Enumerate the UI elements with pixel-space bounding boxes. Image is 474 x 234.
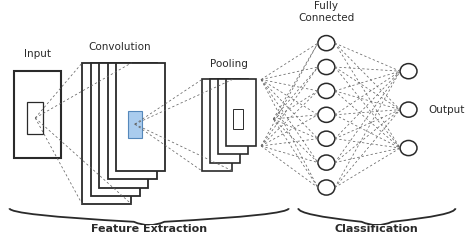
Bar (233, 109, 243, 129)
Ellipse shape (318, 83, 335, 99)
Text: Classification: Classification (335, 224, 419, 234)
Ellipse shape (318, 155, 335, 170)
Bar (82, 63, 131, 204)
Text: Convolution: Convolution (89, 43, 151, 52)
Ellipse shape (400, 140, 417, 156)
Bar (226, 80, 256, 146)
Ellipse shape (318, 131, 335, 146)
Text: Input: Input (24, 49, 51, 59)
Text: Fully
Connected: Fully Connected (298, 1, 355, 23)
Bar (210, 80, 240, 163)
Bar (99, 63, 148, 187)
Ellipse shape (400, 102, 417, 117)
Ellipse shape (318, 36, 335, 51)
Bar (91, 63, 140, 196)
Text: Feature Extraction: Feature Extraction (91, 224, 208, 234)
Bar (14, 71, 61, 158)
Bar (116, 63, 165, 171)
Ellipse shape (318, 59, 335, 75)
Text: Output: Output (428, 105, 465, 115)
Bar (128, 111, 142, 138)
Bar (218, 80, 248, 154)
Bar (202, 80, 232, 171)
Text: Pooling: Pooling (210, 59, 248, 69)
Bar (108, 63, 157, 179)
Ellipse shape (318, 180, 335, 195)
Bar (27, 102, 43, 134)
Ellipse shape (318, 107, 335, 122)
Ellipse shape (400, 64, 417, 79)
